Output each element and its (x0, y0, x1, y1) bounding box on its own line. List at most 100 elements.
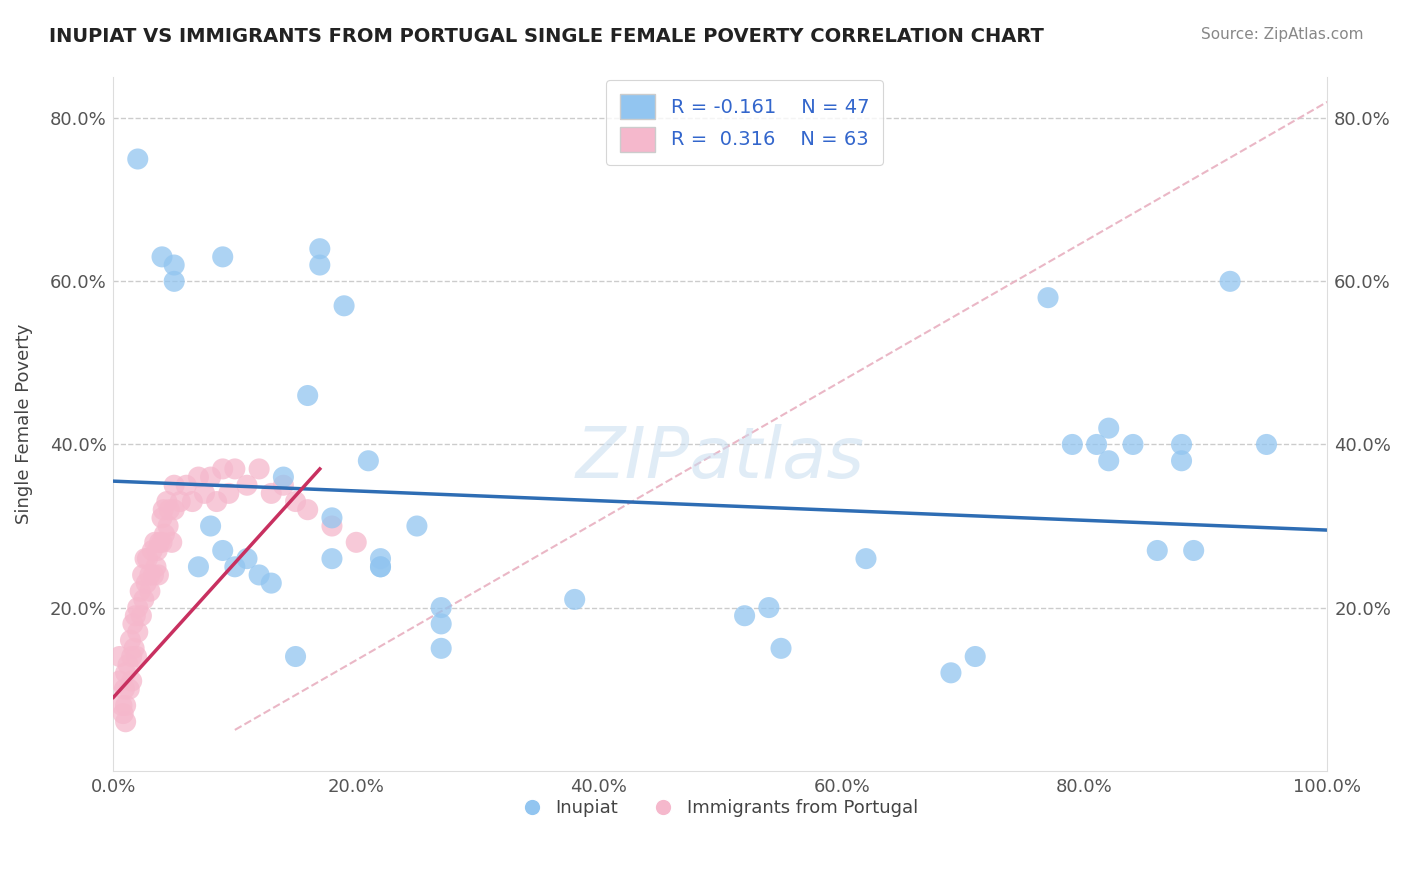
Point (112, 706, 135, 721)
Y-axis label: Single Female Poverty: Single Female Poverty (15, 324, 32, 524)
Point (284, 649, 307, 664)
Text: INUPIAT VS IMMIGRANTS FROM PORTUGAL SINGLE FEMALE POVERTY CORRELATION CHART: INUPIAT VS IMMIGRANTS FROM PORTUGAL SING… (49, 27, 1045, 45)
Point (205, 494, 228, 508)
Point (181, 494, 204, 508)
Point (143, 535, 166, 549)
Point (564, 592, 586, 607)
Point (430, 600, 453, 615)
Point (260, 576, 283, 591)
Point (1170, 437, 1192, 451)
Point (297, 502, 319, 516)
Point (145, 559, 167, 574)
Point (134, 551, 156, 566)
Point (247, 568, 270, 582)
Point (139, 568, 162, 582)
Point (273, 470, 295, 484)
Point (734, 608, 756, 623)
Point (157, 502, 180, 516)
Point (1036, 291, 1059, 305)
Point (200, 470, 222, 484)
Point (344, 535, 367, 549)
Point (157, 519, 180, 533)
Point (1170, 454, 1192, 468)
Point (121, 673, 143, 688)
Point (163, 258, 186, 272)
Point (125, 649, 148, 664)
Point (169, 494, 191, 508)
Point (308, 242, 330, 256)
Text: ZIPatlas: ZIPatlas (576, 425, 865, 493)
Point (406, 519, 429, 533)
Point (127, 625, 149, 640)
Point (132, 592, 155, 607)
Point (111, 698, 134, 713)
Point (1098, 421, 1121, 435)
Point (146, 543, 169, 558)
Point (211, 543, 233, 558)
Point (122, 641, 145, 656)
Point (114, 665, 136, 680)
Point (1122, 437, 1144, 451)
Point (1256, 437, 1278, 451)
Point (163, 502, 186, 516)
Point (200, 519, 222, 533)
Point (176, 478, 198, 492)
Point (430, 641, 453, 656)
Point (224, 462, 246, 476)
Point (142, 568, 165, 582)
Point (758, 600, 780, 615)
Point (211, 250, 233, 264)
Point (121, 649, 143, 664)
Point (127, 600, 149, 615)
Point (114, 698, 136, 713)
Point (149, 535, 172, 549)
Point (129, 584, 152, 599)
Point (260, 486, 283, 500)
Point (370, 559, 392, 574)
Point (855, 551, 877, 566)
Point (965, 649, 987, 664)
Point (187, 470, 209, 484)
Point (308, 258, 330, 272)
Point (108, 673, 131, 688)
Point (150, 511, 173, 525)
Point (236, 551, 259, 566)
Point (1098, 454, 1121, 468)
Point (153, 527, 176, 541)
Point (218, 486, 240, 500)
Text: Source: ZipAtlas.com: Source: ZipAtlas.com (1201, 27, 1364, 42)
Point (370, 551, 392, 566)
Point (163, 274, 186, 288)
Point (769, 641, 792, 656)
Point (114, 714, 136, 729)
Point (118, 682, 141, 697)
Point (156, 494, 179, 508)
Point (1062, 437, 1084, 451)
Point (297, 388, 319, 402)
Point (430, 616, 453, 631)
Point (370, 559, 392, 574)
Point (124, 608, 146, 623)
Point (122, 616, 145, 631)
Point (187, 559, 209, 574)
Point (117, 657, 139, 672)
Point (141, 543, 163, 558)
Point (136, 551, 159, 566)
Point (108, 649, 131, 664)
Point (236, 478, 259, 492)
Point (1085, 437, 1108, 451)
Point (131, 568, 153, 582)
Point (211, 462, 233, 476)
Point (152, 502, 174, 516)
Legend: Inupiat, Immigrants from Portugal: Inupiat, Immigrants from Portugal (516, 791, 925, 824)
Point (939, 665, 962, 680)
Point (321, 511, 343, 525)
Point (150, 250, 173, 264)
Point (160, 535, 183, 549)
Point (1182, 543, 1205, 558)
Point (163, 478, 186, 492)
Point (131, 608, 153, 623)
Point (139, 584, 162, 599)
Point (357, 454, 380, 468)
Point (120, 633, 142, 648)
